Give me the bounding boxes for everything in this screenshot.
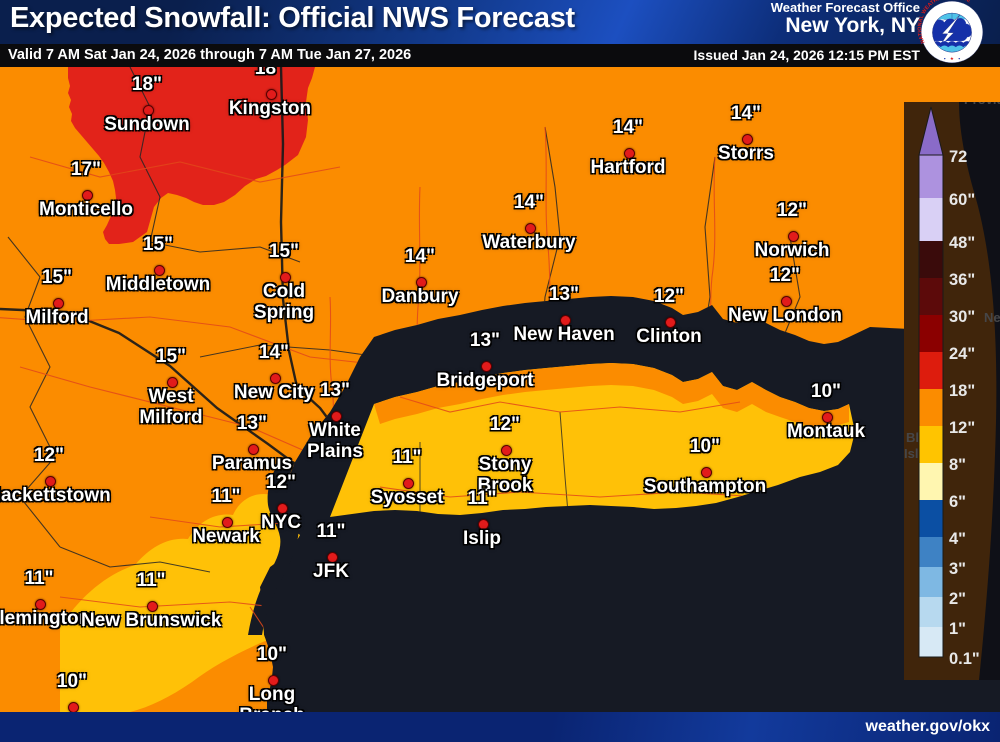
- svg-text:72: 72: [949, 148, 967, 166]
- svg-text:36": 36": [949, 271, 975, 289]
- svg-text:1": 1": [949, 620, 966, 638]
- svg-text:2": 2": [949, 590, 966, 608]
- svg-text:12": 12": [949, 419, 975, 437]
- svg-text:0.1": 0.1": [949, 650, 980, 668]
- svg-text:48": 48": [949, 234, 975, 252]
- svg-text:30": 30": [949, 308, 975, 326]
- svg-text:8": 8": [949, 456, 966, 474]
- svg-text:60": 60": [949, 191, 975, 209]
- svg-text:18": 18": [949, 382, 975, 400]
- svg-text:24": 24": [949, 345, 975, 363]
- svg-text:4": 4": [949, 530, 966, 548]
- svg-text:3": 3": [949, 560, 966, 578]
- svg-text:6": 6": [949, 493, 966, 511]
